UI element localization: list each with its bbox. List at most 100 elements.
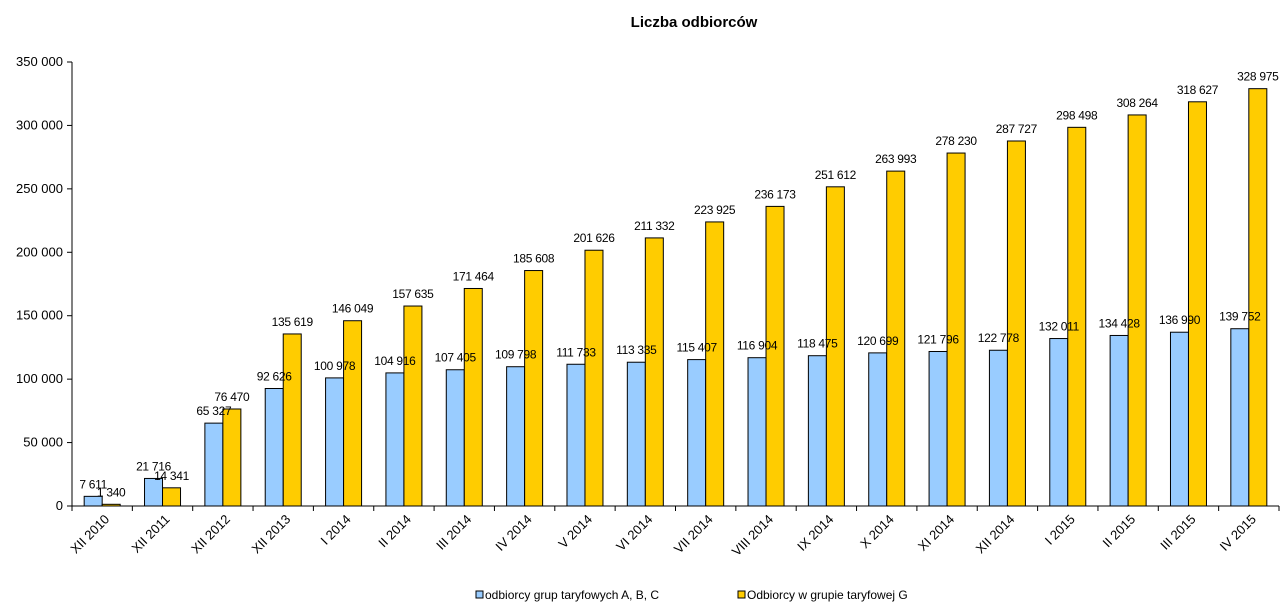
data-label-g: 201 626: [573, 231, 615, 245]
bar-g: [765, 205, 785, 507]
x-tick-label: XII 2013: [248, 512, 293, 557]
data-label-g: 287 727: [996, 122, 1038, 136]
bar-abc: [445, 369, 465, 507]
bar-g: [282, 333, 302, 507]
y-tick-label: 200 000: [16, 244, 63, 259]
bar-abc: [506, 366, 526, 507]
x-tick-label: II 2015: [1100, 512, 1139, 551]
bar-g: [1127, 114, 1147, 507]
bar-abc: [988, 349, 1008, 507]
data-label-abc: 65 327: [196, 404, 232, 418]
data-label-abc: 100 978: [314, 359, 356, 373]
data-label-g: 236 173: [754, 187, 796, 201]
data-label-g: 146 049: [332, 302, 374, 316]
data-label-g: 328 975: [1237, 70, 1279, 84]
x-tick-label: IV 2014: [492, 512, 534, 554]
bar-g: [1067, 126, 1087, 507]
y-tick-label: 150 000: [16, 308, 63, 323]
bar-abc: [928, 350, 948, 507]
data-label-g: 318 627: [1177, 83, 1219, 97]
bar-abc: [868, 352, 888, 507]
x-tick-label: III 2014: [433, 512, 474, 553]
bar-g: [463, 287, 483, 507]
data-label-abc: 136 990: [1159, 313, 1201, 327]
data-label-g: 157 635: [392, 287, 434, 301]
data-label-abc: 116 904: [737, 339, 778, 353]
data-label-g: 135 619: [272, 315, 314, 329]
data-label-g: 263 993: [875, 152, 917, 166]
bar-g: [1187, 101, 1207, 507]
x-tick-label: XII 2012: [188, 512, 233, 557]
bar-abc: [1230, 328, 1250, 507]
data-label-g: 211 332: [634, 219, 675, 233]
data-label-g: 76 470: [214, 390, 250, 404]
x-axis: XII 2010 XII 2011 XII 2012 XII 2013 I 2014 II…: [67, 505, 1280, 559]
data-label-abc: 109 798: [495, 348, 537, 362]
bar-g: [1006, 140, 1026, 507]
bar-g: [101, 503, 121, 507]
x-tick-label: XII 2011: [128, 512, 172, 556]
data-label-g: 171 464: [453, 269, 495, 283]
data-label-abc: 132 011: [1039, 320, 1080, 334]
x-tick-label: XII 2010: [67, 512, 112, 557]
bar-g: [584, 249, 604, 507]
data-label-abc: 139 752: [1219, 310, 1261, 324]
legend-swatch-abc: [475, 590, 484, 599]
bar-abc: [747, 357, 767, 507]
chart-title: Liczba odbiorców: [631, 14, 758, 31]
bar-g: [644, 237, 664, 507]
data-label-abc: 134 428: [1098, 316, 1140, 330]
data-label-g: 251 612: [815, 168, 857, 182]
bar-g: [946, 152, 966, 507]
bar-abc: [807, 355, 827, 507]
y-axis: 0 50 000 100 000 150 000 200 000 250 000 300 0…: [16, 54, 73, 513]
x-tick-label: I 2014: [318, 512, 354, 548]
bar-abc: [1049, 338, 1069, 507]
x-tick-label: XI 2014: [915, 512, 957, 554]
x-tick-label: I 2015: [1042, 512, 1078, 548]
x-tick-label: XII 2014: [973, 512, 1018, 557]
y-tick-label: 350 000: [16, 54, 63, 69]
data-label-abc: 121 796: [917, 332, 959, 346]
y-tick-label: 0: [56, 498, 63, 513]
bar-abc: [83, 495, 103, 507]
bar-g: [705, 221, 725, 507]
data-label-abc: 115 407: [676, 341, 717, 355]
bar-abc: [264, 387, 284, 507]
bar-abc: [687, 359, 707, 507]
bar-g: [403, 305, 423, 507]
data-label-g: 308 264: [1116, 96, 1158, 110]
data-label-g: 298 498: [1056, 108, 1098, 122]
data-label-abc: 104 916: [374, 354, 416, 368]
x-tick-label: III 2015: [1157, 512, 1198, 553]
bar-g: [524, 270, 544, 507]
bar-abc: [204, 422, 224, 507]
x-tick-label: IV 2015: [1217, 512, 1259, 554]
bar-g: [162, 487, 182, 507]
x-tick-label: VIII 2014: [729, 512, 776, 559]
data-label-abc: 21 716: [136, 459, 172, 473]
bar-g: [825, 186, 845, 507]
x-tick-label: VI 2014: [613, 512, 655, 554]
y-tick-label: 250 000: [16, 181, 63, 196]
data-label-abc: 120 699: [857, 334, 899, 348]
bar-abc: [1169, 331, 1189, 507]
data-label-g: 223 925: [694, 203, 736, 217]
data-label-abc: 107 405: [435, 351, 477, 365]
x-tick-label: X 2014: [857, 512, 897, 552]
data-label-abc: 113 335: [616, 343, 657, 357]
x-tick-label: II 2014: [375, 512, 414, 551]
x-tick-label: IX 2014: [794, 512, 836, 554]
y-tick-label: 50 000: [23, 435, 63, 450]
data-label-abc: 7 611: [79, 477, 107, 491]
bar-abc: [626, 361, 646, 507]
bars-group: [83, 88, 1268, 507]
legend-label-g: Odbiorcy w grupie taryfowej G: [747, 588, 908, 602]
data-label-abc: 118 475: [797, 337, 838, 351]
x-tick-label: VII 2014: [671, 512, 716, 557]
bar-g: [222, 408, 242, 507]
legend-swatch-g: [737, 590, 746, 599]
data-label-g: 185 608: [513, 252, 555, 266]
x-tick-label: V 2014: [555, 512, 595, 552]
